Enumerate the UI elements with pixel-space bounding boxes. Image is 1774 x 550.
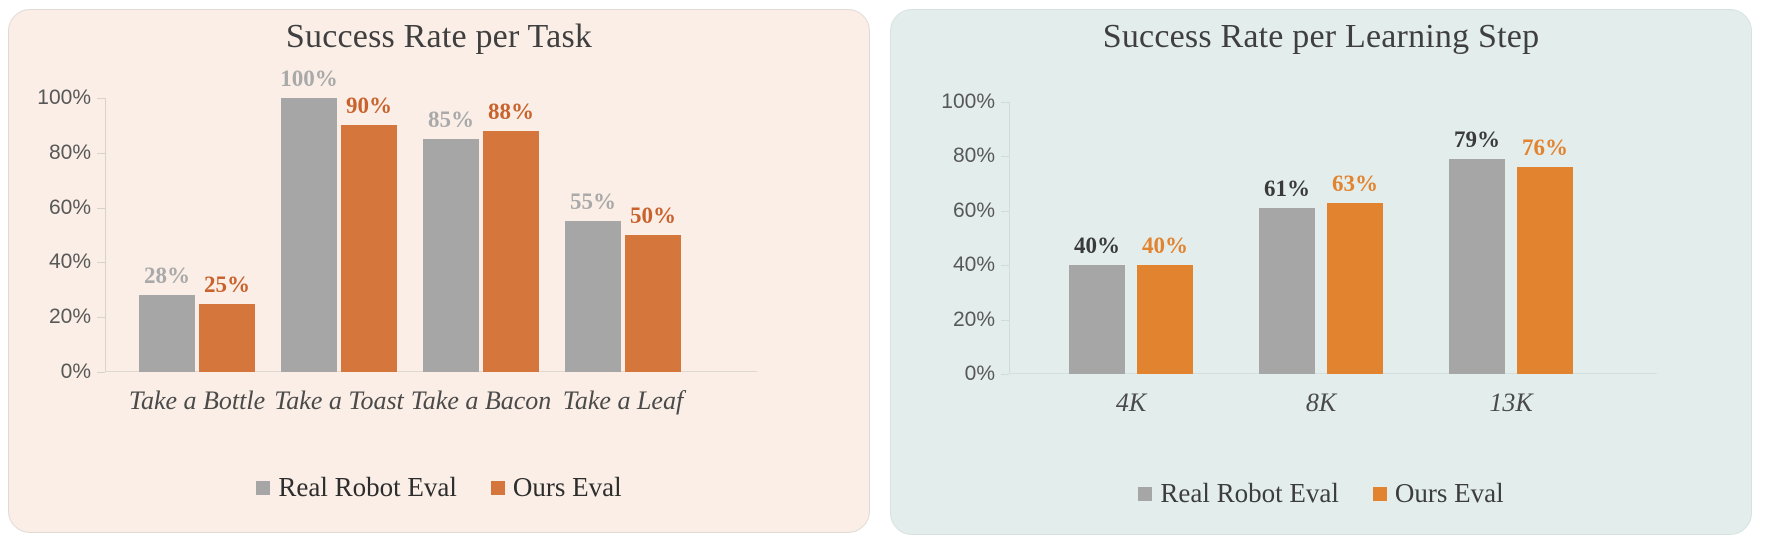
bar <box>139 295 195 372</box>
bar <box>625 235 681 372</box>
y-axis-tick <box>97 372 105 373</box>
chart-title-learning-step: Success Rate per Learning Step <box>1102 18 1540 55</box>
bar <box>1069 265 1125 374</box>
bar-value-label: 40% <box>1074 233 1120 259</box>
y-axis-tick <box>97 207 105 209</box>
y-axis-tick <box>97 152 105 154</box>
y-axis-tick <box>97 262 105 264</box>
bar-group: 100% 90% Take a Toast <box>274 66 404 415</box>
chart-title-task: Success Rate per Task <box>285 18 593 55</box>
bar-value-label: 88% <box>488 98 534 124</box>
x-axis-category-label: 8K <box>1305 388 1337 417</box>
y-axis-tick-label: 0% <box>964 362 995 385</box>
chart-panel-task: Success Rate per Task 0% 20% 40% 60% 80% 100%… <box>8 9 870 533</box>
legend-swatch-icon <box>1372 486 1387 501</box>
bar <box>199 303 255 372</box>
bar <box>1137 265 1193 374</box>
bar-group: 61% 63% 8K <box>1259 102 1383 417</box>
y-axis-tick <box>1001 210 1009 212</box>
x-axis-category-label: Take a Bacon <box>410 386 552 415</box>
bar-value-label: 55% <box>570 189 616 215</box>
legend-item[interactable]: Real Robot Eval <box>1138 478 1339 509</box>
x-axis-category-label: 4K <box>1115 388 1147 417</box>
y-axis-tick <box>1001 156 1009 158</box>
y-axis-tick-label: 40% <box>952 253 995 277</box>
y-axis-tick-label: 0% <box>60 360 91 383</box>
y-axis-tick <box>1001 374 1009 375</box>
bar <box>483 130 539 372</box>
legend-item[interactable]: Ours Eval <box>490 472 622 503</box>
legend-label: Ours Eval <box>1394 478 1504 508</box>
bar-group: 55% 50% Take a Leaf <box>563 98 683 415</box>
legend-item[interactable]: Ours Eval <box>1372 478 1504 509</box>
plot-area-learning-step: 0% 20% 40% 60% 80% 100% 40% 40% 4K 61% 63% 8K 79% 76%… <box>941 90 1657 417</box>
y-axis-tick-label: 80% <box>48 140 91 164</box>
bar-value-label: 25% <box>204 271 250 297</box>
bar <box>423 139 479 372</box>
y-axis-tick-label: 80% <box>952 144 995 168</box>
bar-value-label: 61% <box>1264 176 1310 202</box>
x-axis-category-label: Take a Leaf <box>562 386 684 415</box>
bar-group: 40% 40% 4K <box>1069 102 1193 417</box>
y-axis-tick-label: 100% <box>941 90 995 113</box>
bar-value-label: 50% <box>630 203 676 228</box>
y-axis-tick-label: 20% <box>48 305 91 329</box>
bar <box>1449 159 1505 374</box>
bar <box>1259 208 1315 374</box>
legend-learning-step: Real Robot Eval Ours Eval <box>891 478 1751 509</box>
x-axis-category-label: Take a Bottle <box>128 386 266 415</box>
legend-swatch-icon <box>256 480 271 495</box>
bar-group: 79% 76% 13K <box>1449 102 1573 417</box>
legend-item[interactable]: Real Robot Eval <box>256 472 457 503</box>
bar <box>1327 202 1383 374</box>
bar-value-label: 85% <box>428 107 474 133</box>
y-axis-tick <box>1001 265 1009 267</box>
legend-label: Real Robot Eval <box>278 472 457 502</box>
y-axis-tick-label: 20% <box>952 307 995 331</box>
bar-value-label: 90% <box>346 93 392 119</box>
bar <box>1517 167 1573 374</box>
bar-group: 85% 88% Take a Bacon <box>411 98 552 415</box>
bar-value-label: 28% <box>144 263 190 289</box>
y-axis-tick <box>97 317 105 319</box>
chart-panel-learning-step: Success Rate per Learning Step 0% 20% 40% 6… <box>890 9 1752 535</box>
y-axis-line <box>105 98 106 372</box>
x-axis-category-label: 13K <box>1489 388 1533 417</box>
bar-value-label: 79% <box>1454 127 1500 153</box>
y-axis-tick-label: 60% <box>952 198 995 222</box>
y-axis-tick-label: 60% <box>48 195 91 219</box>
bar <box>341 125 397 372</box>
plot-area-task: 0% 20% 40% 60% 80% 100% 28% 25% Take a Bottle 100… <box>37 66 757 415</box>
bar-value-label: 76% <box>1522 135 1568 161</box>
legend-swatch-icon <box>490 480 505 495</box>
legend-label: Real Robot Eval <box>1160 478 1339 508</box>
bar-value-label: 100% <box>280 66 338 91</box>
bar <box>281 98 337 372</box>
y-axis-tick <box>1001 102 1009 103</box>
bar-group: 28% 25% Take a Bottle <box>129 98 265 415</box>
y-axis-tick <box>97 98 105 99</box>
bar-value-label: 40% <box>1142 233 1188 259</box>
legend-task: Real Robot Eval Ours Eval <box>9 472 869 503</box>
y-axis-tick-label: 100% <box>37 86 91 109</box>
y-axis-tick <box>1001 319 1009 321</box>
bar <box>565 221 621 372</box>
bar-value-label: 63% <box>1332 170 1378 196</box>
legend-swatch-icon <box>1138 486 1153 501</box>
x-axis-category-label: Take a Toast <box>274 386 404 415</box>
y-axis-tick-label: 40% <box>48 250 91 274</box>
y-axis-line <box>1009 102 1010 374</box>
legend-label: Ours Eval <box>512 472 622 502</box>
